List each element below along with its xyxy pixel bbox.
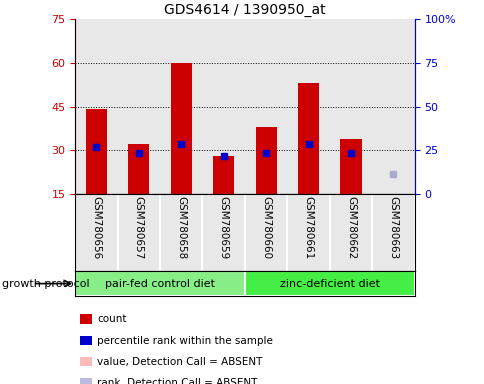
- Bar: [75, 271, 244, 296]
- Title: GDS4614 / 1390950_at: GDS4614 / 1390950_at: [164, 3, 325, 17]
- Text: value, Detection Call = ABSENT: value, Detection Call = ABSENT: [97, 357, 262, 367]
- Text: GSM780660: GSM780660: [260, 196, 271, 259]
- Bar: [170, 63, 192, 194]
- Bar: [212, 156, 234, 194]
- Text: GSM780661: GSM780661: [303, 196, 313, 260]
- Text: zinc-deficient diet: zinc-deficient diet: [279, 278, 379, 289]
- Text: GSM780663: GSM780663: [388, 196, 398, 260]
- Bar: [297, 83, 318, 194]
- Bar: [255, 127, 276, 194]
- Text: pair-fed control diet: pair-fed control diet: [105, 278, 214, 289]
- Text: rank, Detection Call = ABSENT: rank, Detection Call = ABSENT: [97, 378, 257, 384]
- Text: GSM780662: GSM780662: [345, 196, 355, 260]
- Text: percentile rank within the sample: percentile rank within the sample: [97, 336, 272, 346]
- Bar: [244, 271, 414, 296]
- Text: GSM780659: GSM780659: [218, 196, 228, 260]
- Text: GSM780656: GSM780656: [91, 196, 101, 260]
- Text: growth protocol: growth protocol: [2, 278, 90, 289]
- Bar: [340, 139, 361, 194]
- Text: GSM780657: GSM780657: [134, 196, 144, 260]
- Bar: [128, 144, 149, 194]
- Text: GSM780658: GSM780658: [176, 196, 186, 260]
- Text: count: count: [97, 314, 126, 324]
- Bar: [86, 109, 107, 194]
